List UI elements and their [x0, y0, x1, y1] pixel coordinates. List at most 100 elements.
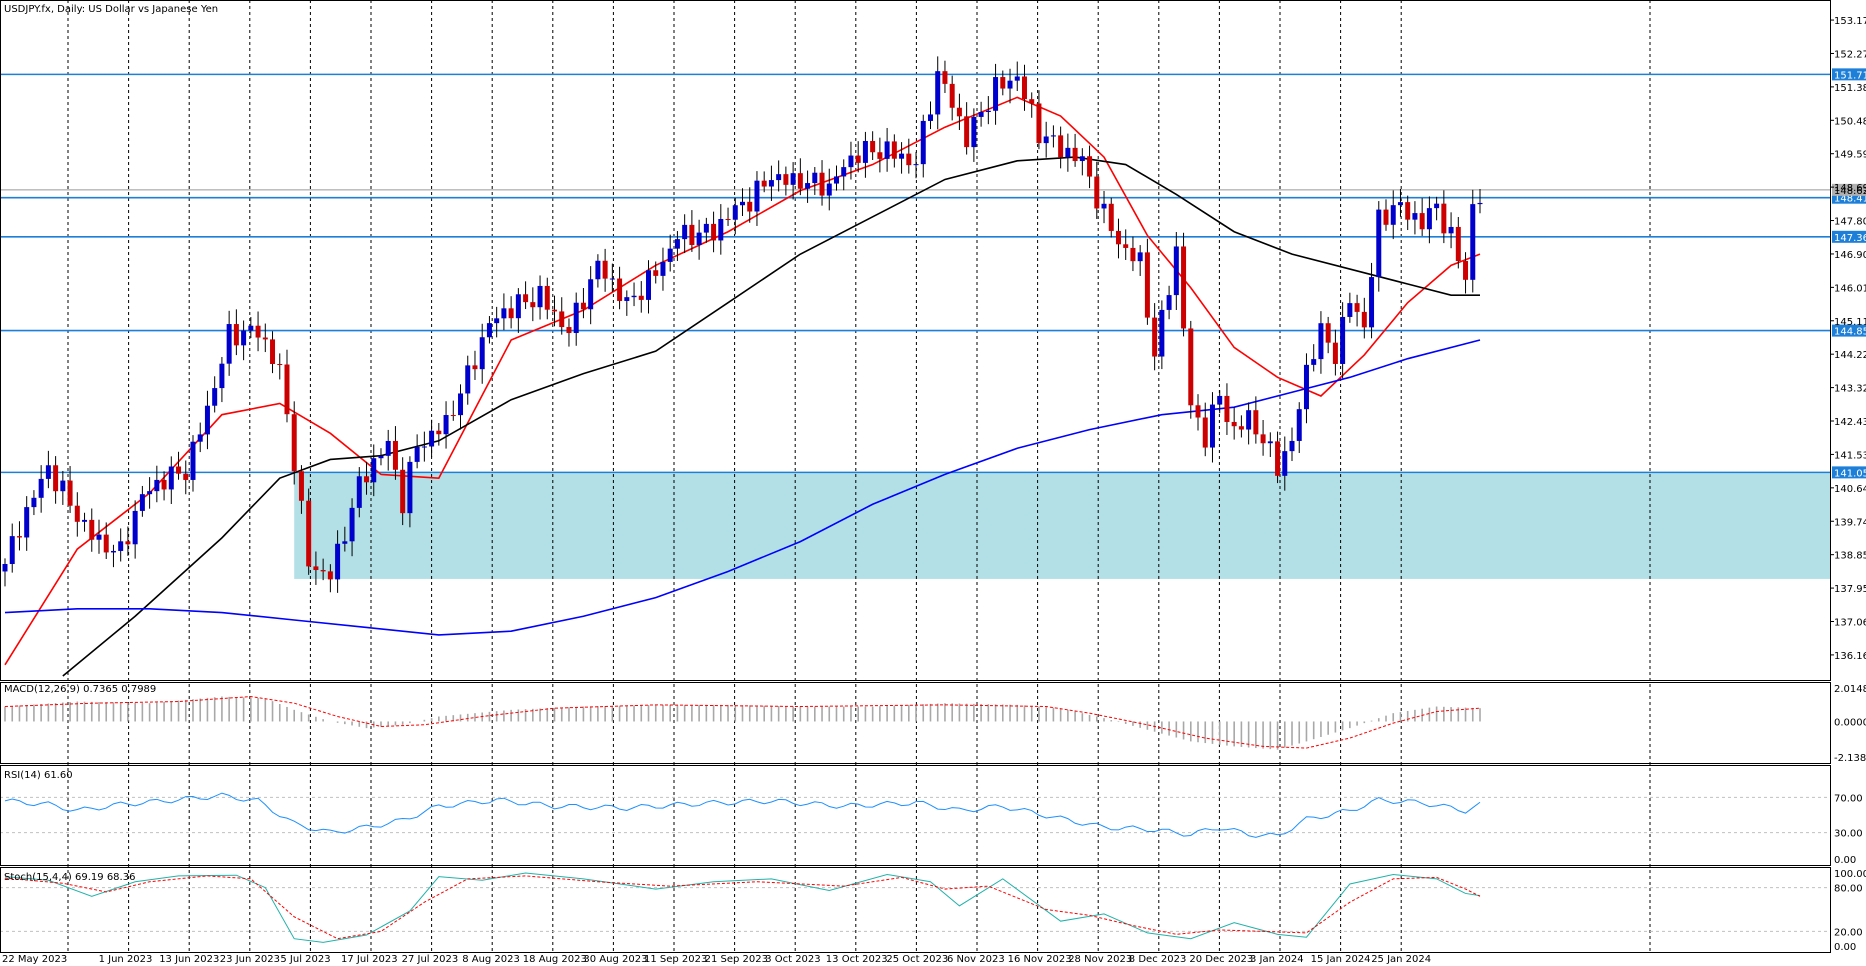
- candle: [16, 536, 22, 538]
- y-tick-label: 144.220: [1834, 350, 1866, 361]
- candle: [884, 141, 890, 159]
- candle: [754, 180, 760, 212]
- candle: [913, 164, 919, 166]
- y-tick-label: 149.590: [1834, 150, 1866, 161]
- macd-tick-label: 2.0148: [1834, 684, 1866, 695]
- candle: [696, 232, 702, 245]
- candle: [1311, 359, 1317, 365]
- candle: [139, 494, 145, 511]
- current-price-tag: [1832, 183, 1866, 196]
- macd-signal-line: [4, 696, 1481, 749]
- candle: [1246, 410, 1252, 430]
- candle: [364, 476, 370, 483]
- current-price-label: 148.622: [1834, 186, 1866, 197]
- level-price-tag: [1832, 324, 1866, 337]
- candle: [1390, 205, 1396, 225]
- candle: [927, 114, 933, 121]
- candle: [82, 519, 88, 522]
- candle: [1123, 244, 1129, 248]
- candle: [1152, 317, 1158, 357]
- panel-frame: [0, 867, 1831, 953]
- candle: [833, 176, 839, 184]
- candle: [1361, 311, 1367, 328]
- candle: [1303, 364, 1309, 410]
- candle: [248, 325, 254, 331]
- y-tick-label: 136.165: [1834, 651, 1866, 662]
- level-price-label: 151.715: [1834, 70, 1866, 81]
- x-tick-label: 17 Jul 2023: [341, 954, 398, 965]
- y-tick-label: 141.535: [1834, 450, 1866, 461]
- candle: [2, 564, 8, 572]
- y-tick-label: 139.745: [1834, 517, 1866, 528]
- candle: [1354, 303, 1360, 312]
- candle: [1217, 395, 1223, 405]
- y-tick-label: 143.325: [1834, 384, 1866, 395]
- candle: [718, 218, 724, 241]
- candle: [508, 308, 514, 319]
- level-price-label: 148.412: [1834, 194, 1866, 205]
- candle: [523, 294, 529, 303]
- candle: [740, 201, 745, 206]
- candle: [154, 479, 160, 492]
- candle: [964, 116, 970, 148]
- candle: [674, 239, 680, 249]
- horizontal-levels[interactable]: [0, 73, 1830, 474]
- candle: [1036, 103, 1042, 144]
- candles: [2, 56, 1483, 593]
- candle: [284, 364, 290, 415]
- candle: [132, 510, 138, 545]
- candle: [1296, 409, 1302, 441]
- candle: [147, 491, 153, 495]
- candle: [356, 476, 362, 508]
- rsi-tick-label: 70.00: [1834, 793, 1863, 804]
- candle: [646, 270, 652, 300]
- vertical-grid: [67, 0, 1651, 952]
- candle: [1253, 410, 1259, 435]
- candle: [1209, 404, 1215, 448]
- candle: [378, 455, 384, 459]
- candle: [552, 309, 558, 312]
- candle: [1195, 405, 1201, 418]
- candle: [1463, 261, 1469, 280]
- candle: [1282, 451, 1288, 476]
- candle: [826, 183, 832, 196]
- panel-frame: [0, 765, 1831, 866]
- candle: [1202, 417, 1208, 448]
- candle: [1007, 80, 1013, 89]
- ma-line-ma50: [62, 156, 1480, 677]
- candle: [327, 571, 333, 580]
- panel-frame: [0, 682, 1831, 764]
- candle: [1369, 277, 1375, 328]
- rsi-tick-label: 30.00: [1834, 829, 1863, 840]
- candle: [472, 365, 478, 370]
- candle: [407, 461, 413, 514]
- candle: [660, 261, 666, 276]
- candle: [978, 112, 984, 117]
- x-tick-label: 5 Jul 2023: [280, 954, 330, 965]
- candle: [1079, 156, 1085, 162]
- y-tick-label: 146.010: [1834, 283, 1866, 294]
- candle: [1050, 135, 1056, 137]
- time-axis: 22 May 2023 1 Jun 2023 13 Jun 2023 23 Jun 2…: [2, 954, 1431, 965]
- candle: [385, 440, 391, 456]
- candle: [1166, 295, 1172, 310]
- x-tick-label: 11 Sep 2023: [644, 954, 707, 965]
- x-tick-label: 6 Nov 2023: [947, 954, 1005, 965]
- y-tick-label: 152.275: [1834, 49, 1866, 60]
- candle: [291, 414, 297, 472]
- candle: [1318, 323, 1324, 360]
- candle: [479, 337, 485, 370]
- price-axis: 151.715 148.412 147.364 144.852 141.054 148.6…: [1830, 16, 1866, 953]
- candle: [204, 405, 210, 435]
- candle: [118, 541, 124, 551]
- candle: [530, 302, 536, 308]
- candle: [812, 172, 818, 184]
- candle: [544, 285, 550, 310]
- candle: [110, 550, 116, 553]
- candle: [1260, 434, 1266, 444]
- candle: [494, 318, 500, 324]
- candle: [1094, 176, 1100, 209]
- candle: [1130, 247, 1136, 262]
